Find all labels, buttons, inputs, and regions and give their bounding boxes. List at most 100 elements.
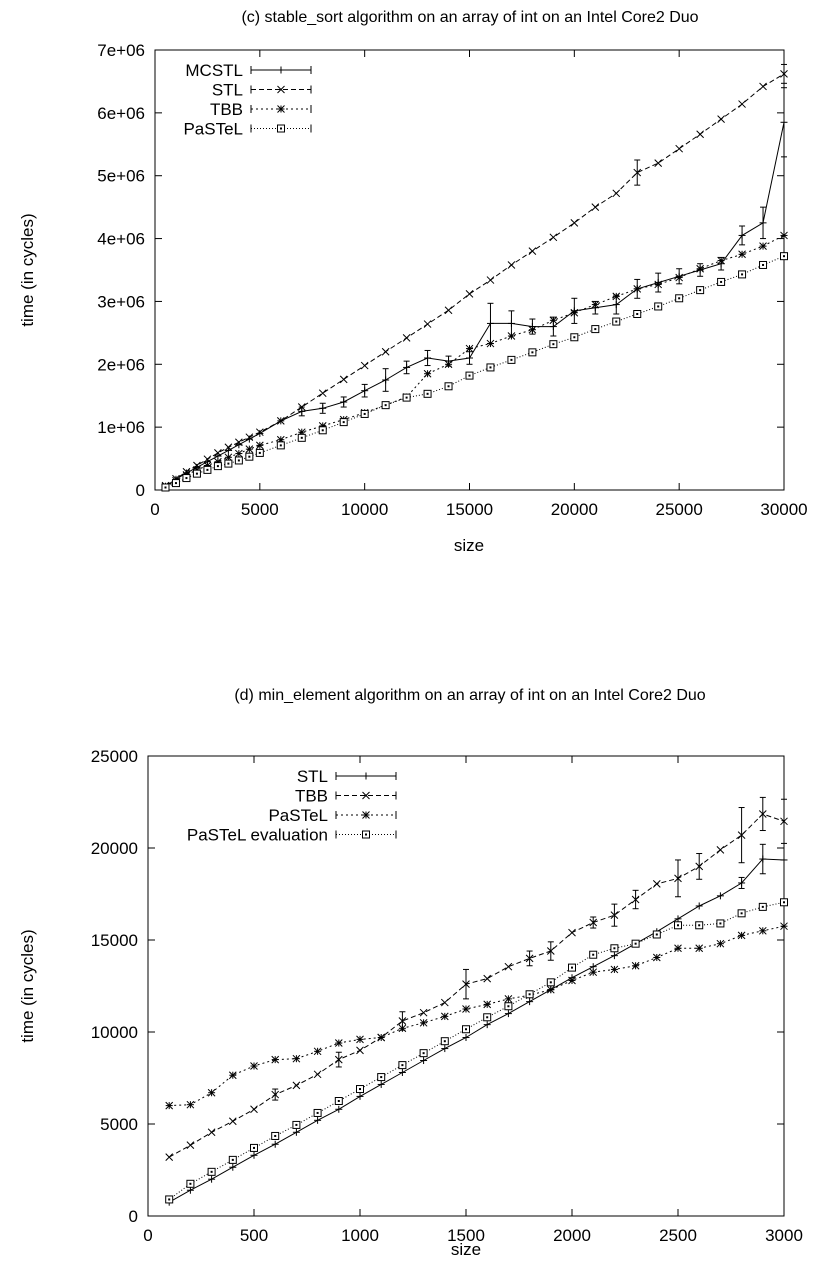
data-point xyxy=(486,339,495,348)
y-axis-label: time (in cycles) xyxy=(18,929,37,1042)
series-tbb xyxy=(165,796,788,1161)
data-point xyxy=(737,831,746,839)
legend-marker xyxy=(362,772,370,780)
data-point xyxy=(654,302,663,311)
series-pastel xyxy=(165,922,788,1110)
x-tick-label: 1500 xyxy=(447,1226,485,1245)
data-point xyxy=(696,130,704,139)
data-point xyxy=(245,433,254,442)
data-point xyxy=(398,1017,407,1025)
data-point xyxy=(633,168,642,177)
data-point xyxy=(570,333,579,342)
series-stl xyxy=(161,63,788,490)
data-point xyxy=(652,953,661,962)
data-point xyxy=(192,469,201,478)
data-point xyxy=(528,247,537,255)
data-point xyxy=(402,334,411,342)
series-line xyxy=(168,858,785,1203)
data-point xyxy=(382,376,390,384)
data-point xyxy=(462,1005,470,1013)
data-point xyxy=(229,1163,237,1171)
data-point xyxy=(377,1080,385,1088)
data-point xyxy=(245,445,254,453)
y-tick-label: 10000 xyxy=(91,1023,138,1042)
x-tick-label: 5000 xyxy=(241,500,279,519)
data-point xyxy=(335,1105,343,1113)
data-point xyxy=(486,319,494,327)
data-point xyxy=(318,426,327,435)
data-point xyxy=(292,1128,300,1136)
data-point xyxy=(424,354,432,362)
data-point xyxy=(398,1024,407,1033)
data-point xyxy=(504,1002,513,1011)
data-point xyxy=(738,250,746,259)
chart-min-element: (d) min_element algorithm on an array of… xyxy=(18,687,803,1259)
data-point xyxy=(213,462,222,471)
data-point xyxy=(334,1039,343,1047)
data-point xyxy=(486,276,495,284)
legend-marker xyxy=(277,85,285,94)
data-point xyxy=(695,944,704,953)
data-point xyxy=(250,1151,258,1159)
data-point xyxy=(465,290,474,298)
data-point xyxy=(228,1071,237,1080)
data-point xyxy=(483,974,492,983)
data-point xyxy=(276,441,285,450)
data-point xyxy=(483,1000,492,1009)
data-point xyxy=(186,1141,195,1150)
data-point xyxy=(759,260,768,269)
legend-marker xyxy=(277,105,285,113)
data-point xyxy=(339,375,348,384)
plot-frame xyxy=(154,49,785,491)
data-point xyxy=(423,369,432,378)
data-point xyxy=(250,1143,258,1152)
data-point xyxy=(631,895,640,904)
data-point xyxy=(589,950,598,959)
data-point xyxy=(526,998,534,1006)
data-point xyxy=(759,855,767,863)
x-tick-label: 15000 xyxy=(446,500,493,519)
data-point xyxy=(360,361,369,370)
data-point xyxy=(504,995,513,1003)
data-point xyxy=(568,928,576,937)
data-point xyxy=(255,441,264,450)
legend-marker xyxy=(362,791,370,800)
data-point xyxy=(356,1092,364,1100)
data-point xyxy=(235,438,243,447)
x-tick-label: 10000 xyxy=(341,500,388,519)
data-point xyxy=(319,404,327,412)
data-point xyxy=(228,1155,237,1164)
data-point xyxy=(292,1120,301,1129)
axis-ticks: 0 500 1000 1500 2000 2500 3000 0 5000 10000 15000 2… xyxy=(91,747,803,1245)
data-point xyxy=(758,926,767,935)
data-point xyxy=(674,944,682,953)
data-point xyxy=(465,371,474,380)
data-point xyxy=(276,417,285,425)
data-point xyxy=(419,1018,428,1027)
data-point xyxy=(250,1062,258,1070)
data-point xyxy=(589,968,598,977)
data-point xyxy=(165,1153,174,1161)
data-point xyxy=(361,387,369,395)
data-point xyxy=(652,880,661,888)
data-point xyxy=(780,817,788,826)
data-point xyxy=(507,319,515,327)
legend-marker xyxy=(277,66,285,74)
data-point xyxy=(717,277,726,286)
data-point xyxy=(716,939,725,948)
data-point xyxy=(716,919,725,928)
data-point xyxy=(444,306,453,315)
data-point xyxy=(695,862,704,871)
data-point xyxy=(504,962,513,971)
data-point xyxy=(759,219,767,227)
data-point xyxy=(633,310,642,318)
data-point xyxy=(549,323,557,331)
data-point xyxy=(186,1179,195,1188)
data-point xyxy=(610,944,619,953)
data-point xyxy=(738,231,746,239)
data-point xyxy=(292,1081,301,1090)
data-point xyxy=(716,845,725,854)
y-tick-label: 5e+06 xyxy=(97,167,145,186)
data-point xyxy=(675,144,684,153)
